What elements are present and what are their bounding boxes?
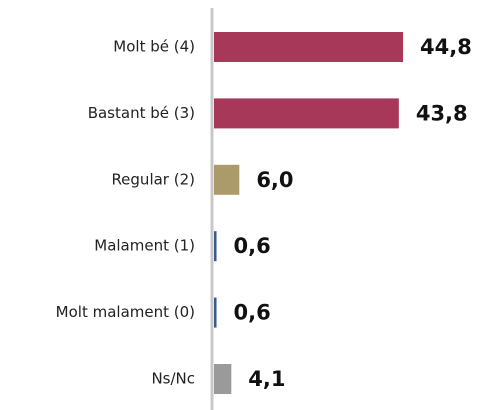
- value-label: 0,6: [234, 234, 271, 258]
- category-label: Malament (1): [94, 237, 195, 255]
- category-label: Molt malament (0): [56, 303, 195, 321]
- bar: [214, 164, 240, 195]
- bar: [214, 98, 399, 129]
- value-label: 4,1: [248, 367, 285, 391]
- value-label: 43,8: [416, 101, 468, 125]
- value-label: 6,0: [256, 168, 293, 192]
- category-label: Bastant bé (3): [88, 104, 195, 122]
- bar: [214, 297, 217, 328]
- value-label: 44,8: [420, 35, 472, 59]
- bar: [214, 32, 404, 62]
- category-label: Ns/Nc: [151, 370, 195, 388]
- bar: [214, 364, 232, 394]
- bar: [214, 231, 217, 262]
- category-label: Regular (2): [111, 170, 195, 188]
- category-label: Molt bé (4): [113, 38, 195, 56]
- value-label: 0,6: [234, 301, 271, 325]
